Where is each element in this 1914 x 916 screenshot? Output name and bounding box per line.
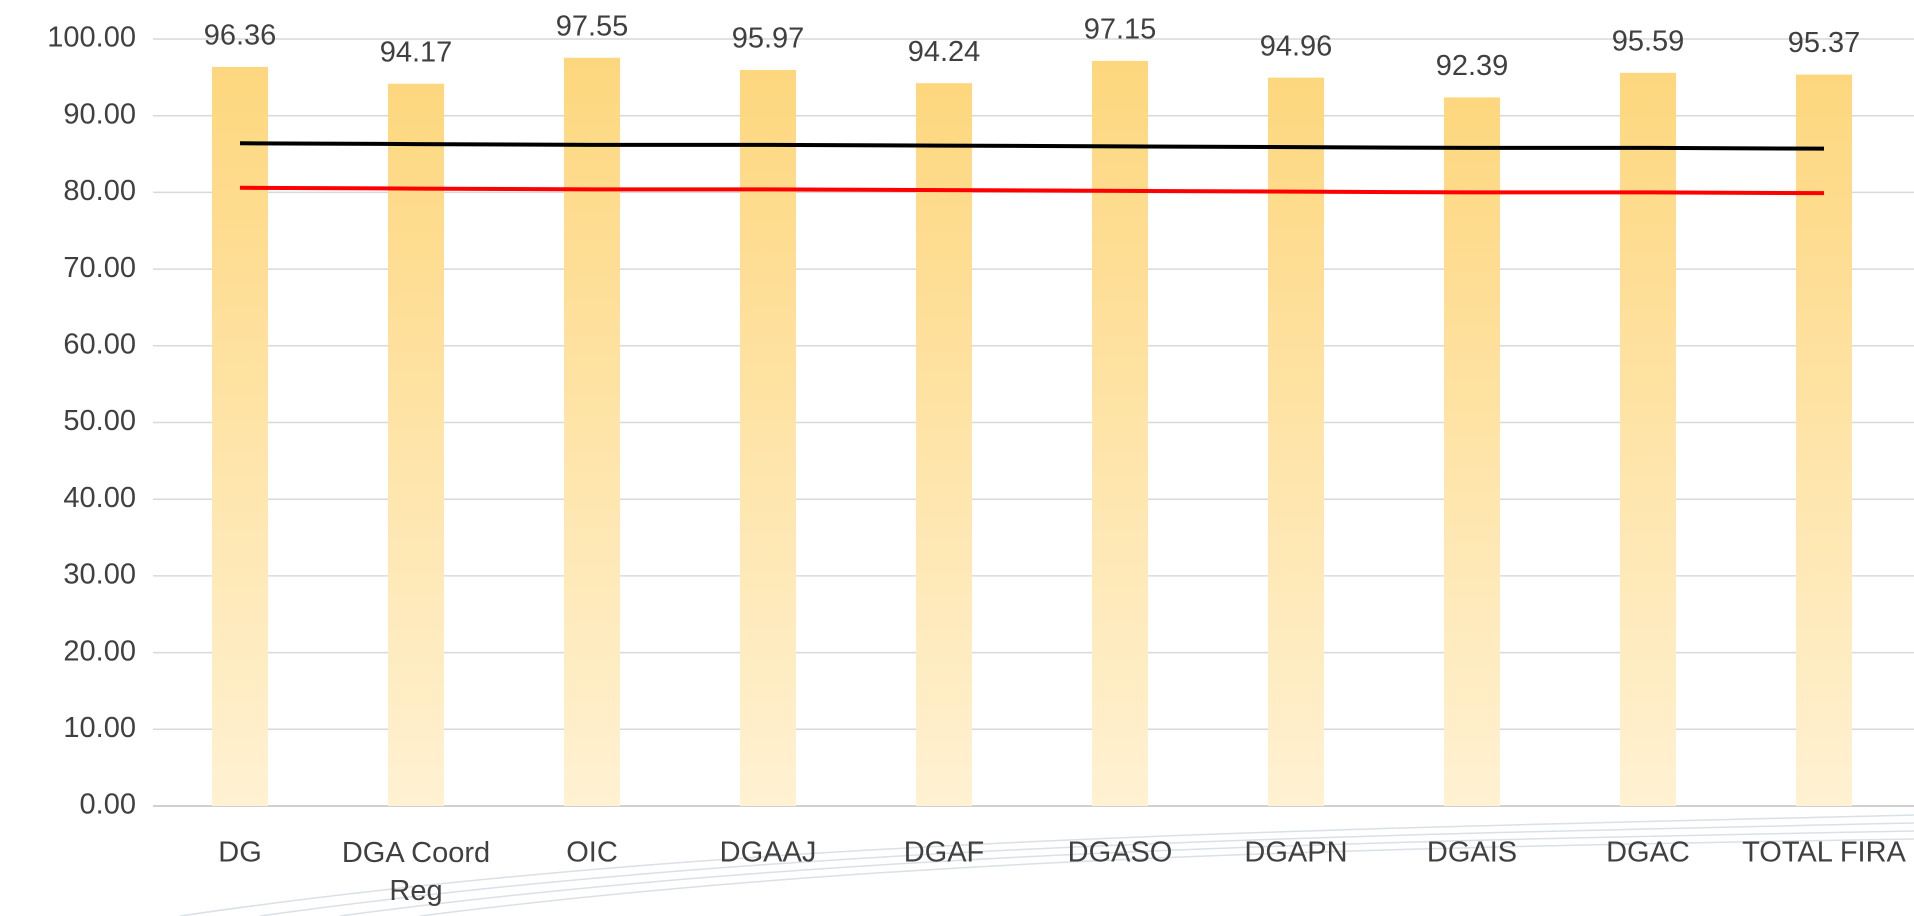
y-tick-label: 20.00: [63, 635, 136, 667]
value-label: 95.97: [732, 23, 805, 55]
value-label: 95.37: [1788, 27, 1861, 59]
y-tick-label: 100.00: [47, 22, 136, 54]
value-label: 97.15: [1084, 14, 1157, 46]
bar: [564, 58, 620, 806]
value-label: 96.36: [204, 20, 277, 52]
bar: [1444, 97, 1500, 806]
value-label: 92.39: [1436, 50, 1509, 82]
y-tick-label: 0.00: [80, 789, 136, 821]
y-tick-label: 70.00: [63, 252, 136, 284]
x-tick-label: DGAF: [904, 837, 985, 869]
y-tick-label: 10.00: [63, 712, 136, 744]
chart: 0.00 10.00 20.00 30.00 40.00 50.00 60.00 70.00 8…: [0, 0, 1914, 916]
y-tick-label: 90.00: [63, 98, 136, 130]
bar: [740, 70, 796, 806]
value-label: 94.17: [380, 36, 453, 68]
bar: [212, 67, 268, 806]
y-tick-label: 30.00: [63, 559, 136, 591]
x-tick-label: DGAPN: [1244, 837, 1347, 869]
bar: [1092, 61, 1148, 806]
bar: [1796, 75, 1852, 806]
y-tick-label: 50.00: [63, 405, 136, 437]
reference-line: [240, 143, 1824, 148]
x-tick-label: DGASO: [1068, 837, 1173, 869]
value-label: 94.96: [1260, 30, 1333, 62]
x-tick-label: DGAAJ: [720, 837, 817, 869]
x-tick-label: DGAIS: [1427, 837, 1517, 869]
x-tick-label: DGA Coord Reg: [342, 837, 490, 907]
bar: [1268, 78, 1324, 806]
x-tick-label: DG: [218, 837, 262, 869]
bar: [388, 84, 444, 806]
value-label: 94.24: [908, 36, 981, 68]
x-tick-label: DGAC: [1606, 837, 1690, 869]
y-tick-label: 80.00: [63, 175, 136, 207]
x-tick-label: OIC: [566, 837, 618, 869]
x-tick-label-line: Reg: [389, 875, 442, 907]
bar: [1620, 73, 1676, 806]
page: 0.00 10.00 20.00 30.00 40.00 50.00 60.00 70.00 8…: [0, 0, 1914, 916]
value-label: 97.55: [556, 10, 629, 42]
y-tick-label: 40.00: [63, 482, 136, 514]
x-tick-label-line: DGA Coord: [342, 837, 490, 869]
x-tick-label: TOTAL FIRA: [1742, 837, 1906, 869]
y-tick-label: 60.00: [63, 328, 136, 360]
value-label: 95.59: [1612, 25, 1685, 57]
